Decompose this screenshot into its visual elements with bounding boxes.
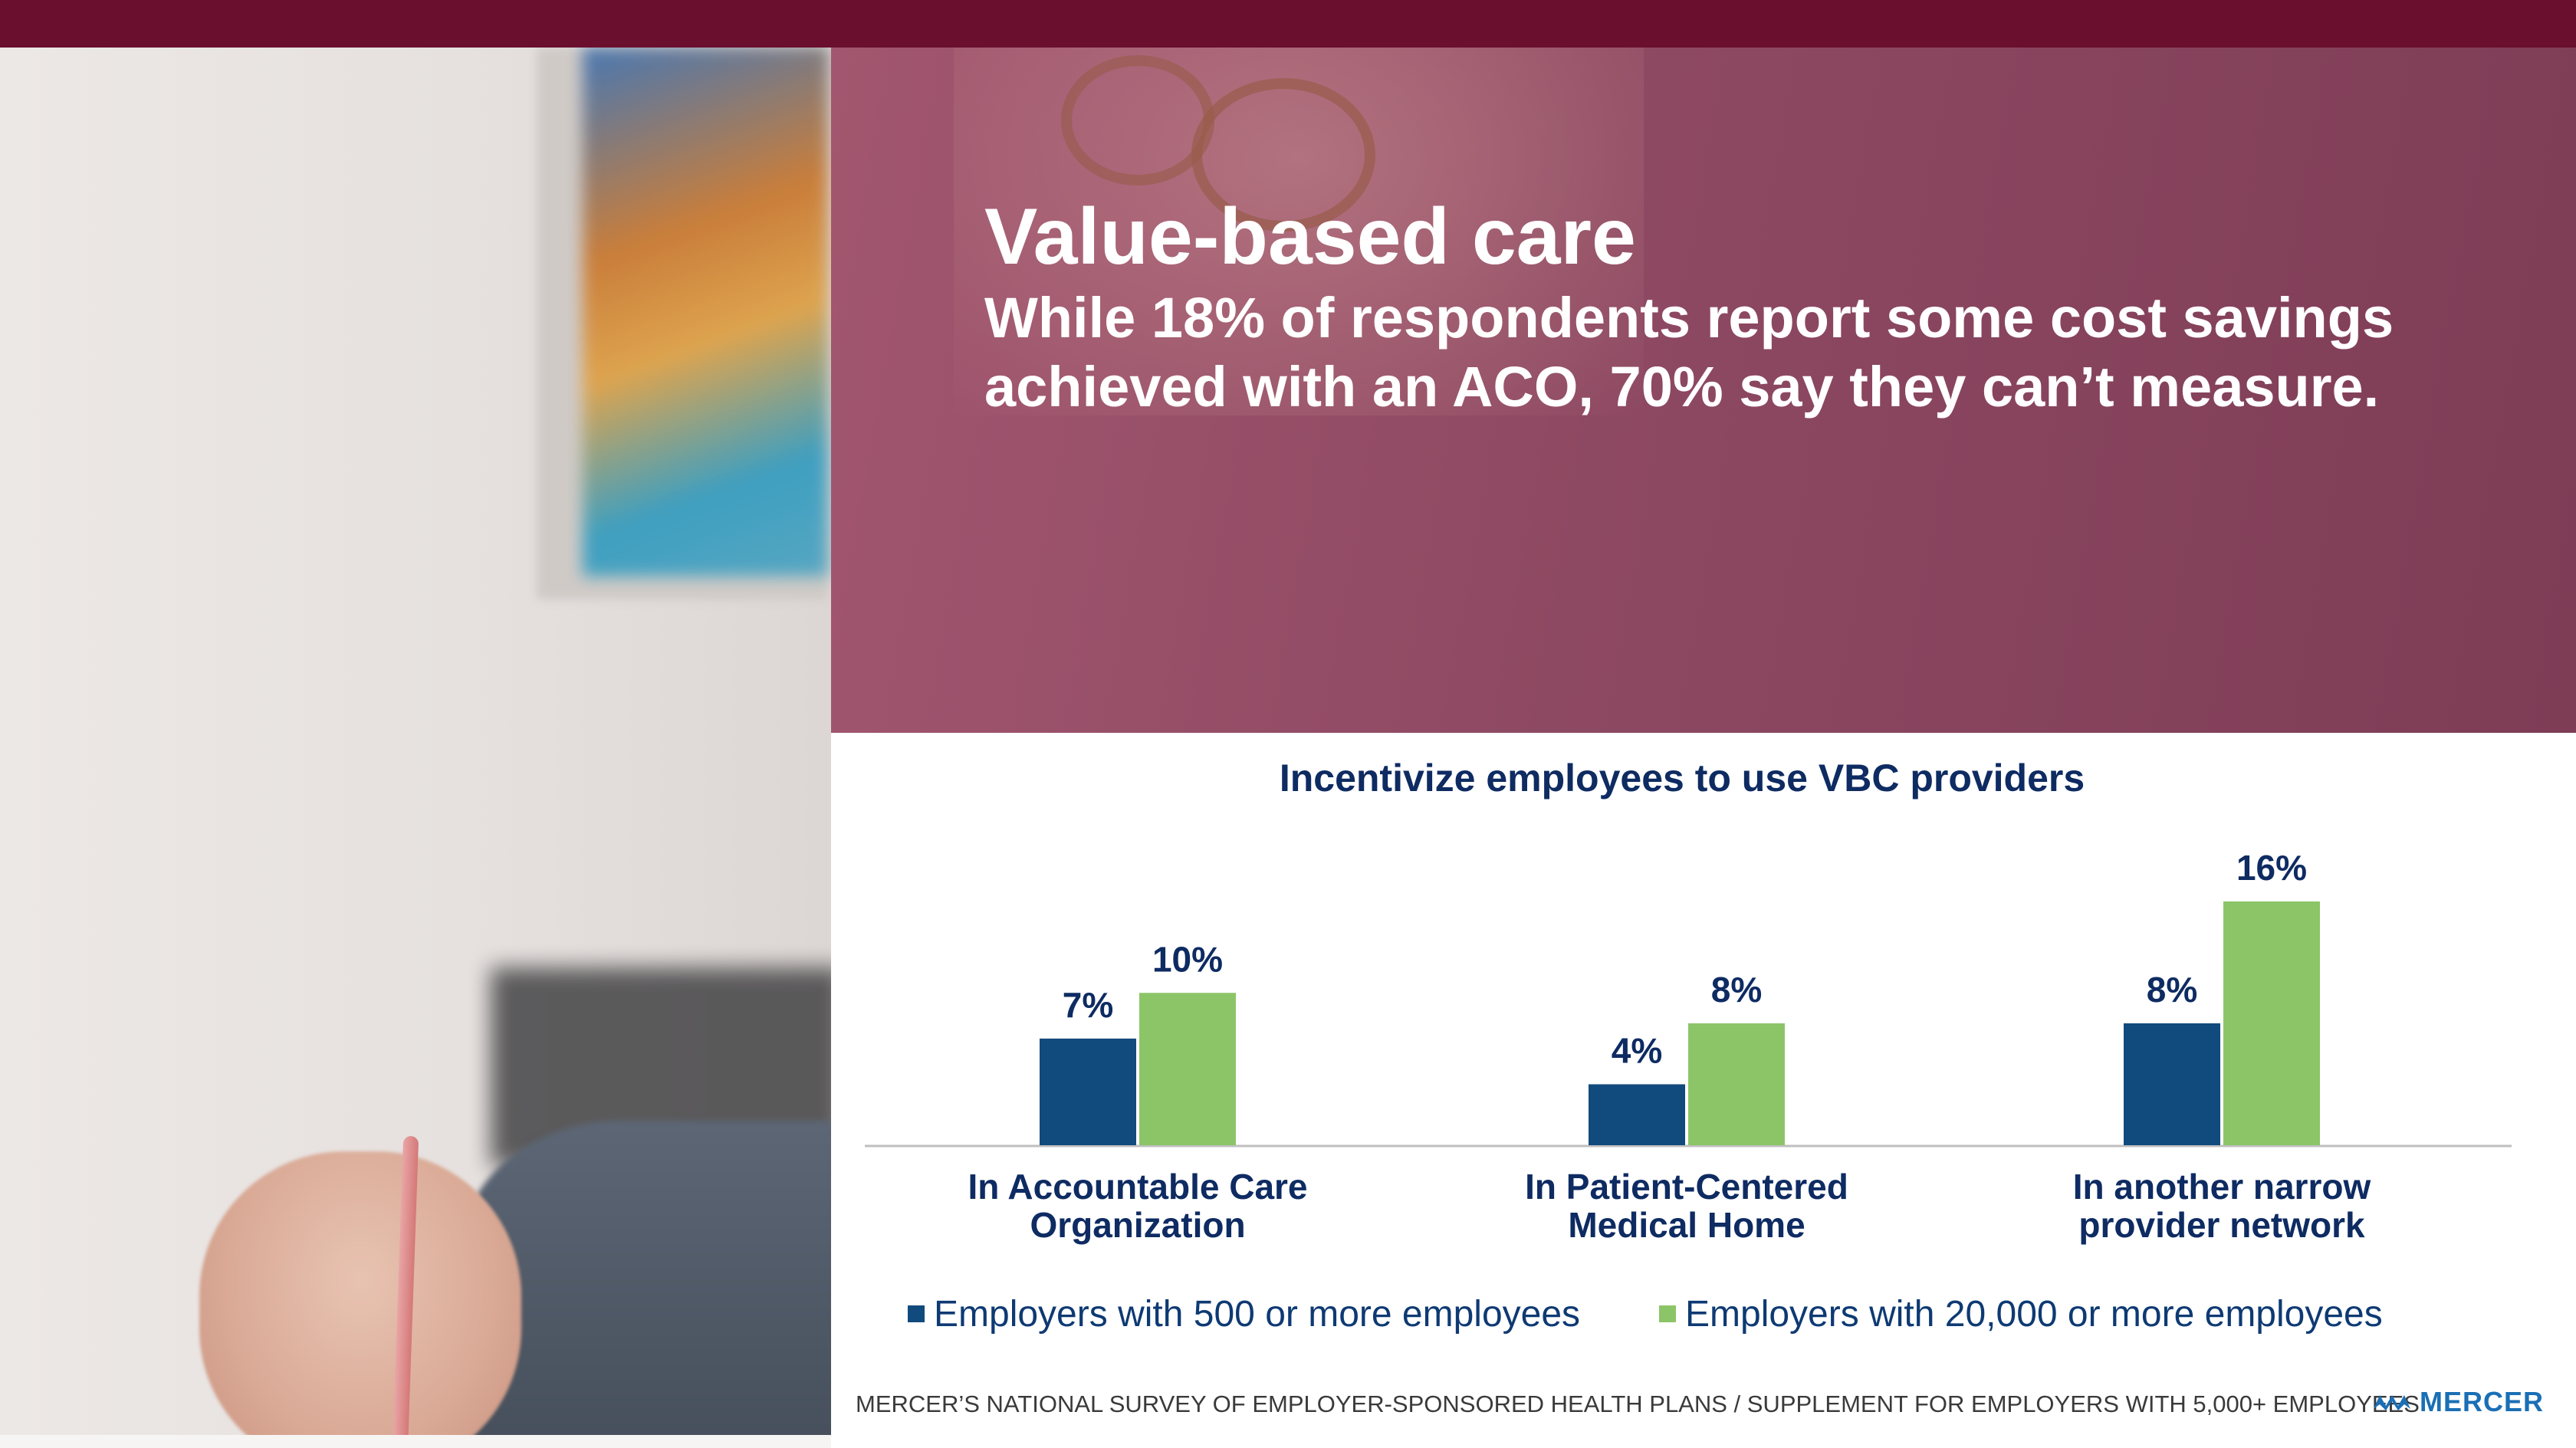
category-label-0-line-0: In Accountable Care [968, 1167, 1307, 1207]
photo-hand [199, 1151, 521, 1448]
bar-500-1 [1589, 1084, 1685, 1145]
page-subtitle: While 18% of respondents report some cos… [984, 286, 2394, 419]
data-label-20000-1: 8% [1711, 970, 1762, 1010]
data-label-20000-0: 10% [1152, 939, 1223, 979]
photo-poster [583, 48, 828, 576]
bar-20000-0 [1139, 993, 1236, 1145]
bar-20000-2 [2223, 901, 2320, 1145]
photo-paper [0, 1435, 831, 1448]
bar-20000-1 [1688, 1023, 1785, 1145]
mercer-logo-icon [2374, 1395, 2410, 1410]
brand-name: MERCER [2420, 1386, 2545, 1417]
data-label-500-2: 8% [2147, 970, 2197, 1010]
chart-title: Incentivize employees to use VBC provide… [1279, 757, 2085, 800]
headline-block: Value-based care While 18% of respondent… [984, 192, 2441, 422]
legend-label-500: Employers with 500 or more employees [934, 1293, 1581, 1335]
top-bar [0, 0, 2576, 48]
legend-swatch-20000 [1659, 1305, 1676, 1322]
data-label-500-1: 4% [1612, 1031, 1662, 1071]
data-label-20000-2: 16% [2236, 848, 2307, 888]
legend-item-20000: Employers with 20,000 or more employees [1659, 1291, 2383, 1337]
data-label-500-0: 7% [1063, 985, 1113, 1025]
category-label-0-line-1: Organization [1030, 1205, 1245, 1245]
legend-item-500: Employers with 500 or more employees [908, 1291, 1580, 1337]
category-label-2-line-1: provider network [2078, 1205, 2365, 1245]
source-note: MERCER’S NATIONAL SURVEY OF EMPLOYER-SPO… [856, 1391, 2420, 1417]
chart-panel: Incentivize employees to use VBC provide… [831, 733, 2576, 1448]
bar-500-0 [1040, 1038, 1136, 1145]
photo-arm [460, 1121, 831, 1448]
brand-logo: MERCER [2372, 1386, 2544, 1418]
category-label-2-line-0: In another narrow [2073, 1167, 2371, 1207]
page-title: Value-based care [984, 192, 1636, 281]
category-label-1-line-1: Medical Home [1568, 1205, 1805, 1245]
legend-swatch-500 [908, 1305, 925, 1322]
legend-label-20000: Employers with 20,000 or more employees [1685, 1293, 2383, 1335]
category-label-1-line-0: In Patient-Centered [1525, 1167, 1848, 1207]
bar-500-2 [2124, 1023, 2220, 1145]
background-photo-person [831, 48, 2576, 733]
background-photo-writing [0, 48, 831, 1448]
photo-glasses-left [1061, 55, 1214, 186]
